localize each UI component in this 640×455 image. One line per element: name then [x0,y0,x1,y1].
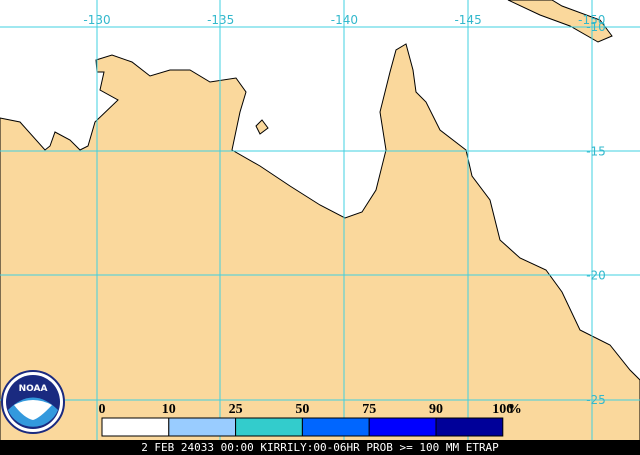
footer-text: 2 FEB 24033 00:00 KIRRILY:00-06HR PROB >… [141,441,499,454]
legend-label: 75 [362,402,376,417]
longitude-label: -135 [207,13,234,27]
legend-box [235,417,303,437]
latitude-label: -10 [586,20,606,34]
latitude-label: -25 [586,393,606,407]
legend-label: 10 [162,402,176,417]
legend-box [168,417,237,437]
legend-label: 0 [99,402,106,417]
svg-text:NOAA: NOAA [19,384,48,394]
longitude-label: -130 [83,13,110,27]
longitude-label: -145 [454,13,481,27]
legend-box [368,417,437,437]
noaa-logo: NOAA [1,370,65,434]
legend-label: 50 [295,402,309,417]
island [255,119,269,135]
legend-box [101,417,170,437]
latitude-label: -15 [586,144,606,158]
graticule [0,0,640,440]
legend-label: 25 [229,402,243,417]
footer-bar [0,440,640,455]
longitude-label: -140 [331,13,358,27]
island [507,0,613,43]
latitude-label: -20 [586,269,606,283]
legend-label: 100 [492,402,513,417]
land [0,43,640,455]
longitude-label: -150 [578,13,605,27]
legend-label: 90 [429,402,443,417]
legend-box [301,417,370,437]
legend-unit: % [508,402,522,417]
legend-box [435,417,504,437]
